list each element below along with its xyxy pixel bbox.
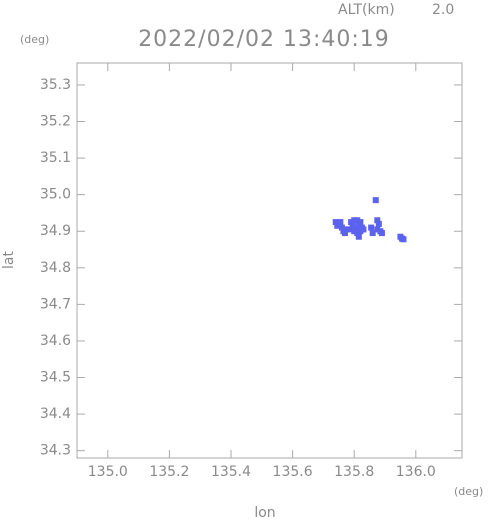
echo-point bbox=[360, 226, 367, 233]
echo-point bbox=[400, 236, 407, 243]
plot-frame bbox=[76, 62, 463, 459]
y-tick-label: 34.6 bbox=[40, 333, 71, 349]
echo-point bbox=[354, 230, 361, 237]
x-unit: (deg) bbox=[454, 485, 483, 498]
echo-point bbox=[341, 230, 348, 237]
y-unit: (deg) bbox=[20, 33, 49, 46]
y-tick-label: 34.4 bbox=[40, 406, 71, 422]
echo-point bbox=[337, 219, 344, 226]
x-tick-label: 136.0 bbox=[396, 464, 436, 480]
echo-point bbox=[354, 217, 361, 224]
echo-point bbox=[352, 224, 359, 231]
y-tick-label: 35.0 bbox=[40, 187, 71, 203]
echo-point bbox=[348, 219, 355, 226]
echo-point bbox=[374, 226, 381, 233]
y-axis-label: lat bbox=[1, 251, 17, 269]
echo-point bbox=[338, 224, 345, 231]
x-tick-label: 135.0 bbox=[88, 464, 128, 480]
echo-point bbox=[378, 230, 385, 237]
y-tick-label: 35.1 bbox=[40, 150, 71, 166]
x-tick-label: 135.4 bbox=[211, 464, 251, 480]
alt-value: 2.0 bbox=[432, 2, 454, 18]
y-tick-label: 34.7 bbox=[40, 296, 71, 312]
echo-point bbox=[369, 230, 376, 237]
echo-point bbox=[351, 228, 358, 235]
echo-point bbox=[355, 222, 362, 229]
x-tick-label: 135.8 bbox=[334, 464, 374, 480]
echo-point bbox=[357, 228, 364, 235]
echo-point bbox=[334, 222, 341, 229]
y-tick-label: 35.2 bbox=[40, 114, 71, 130]
echo-point bbox=[357, 219, 364, 226]
x-tick-label: 135.2 bbox=[149, 464, 189, 480]
chart-title: 2022/02/02 13:40:19 bbox=[138, 27, 390, 52]
x-tick-label: 135.6 bbox=[273, 464, 313, 480]
y-tick-label: 34.9 bbox=[40, 223, 71, 239]
y-tick-label: 34.5 bbox=[40, 370, 71, 386]
echo-point bbox=[375, 220, 382, 227]
echo-point bbox=[368, 224, 375, 231]
y-tick-label: 35.3 bbox=[40, 77, 71, 93]
x-axis-label: lon bbox=[254, 505, 275, 521]
echo-point bbox=[372, 197, 379, 204]
y-tick-label: 34.3 bbox=[40, 443, 71, 459]
echo-point bbox=[351, 217, 358, 224]
echo-point bbox=[374, 217, 381, 224]
y-tick-label: 34.8 bbox=[40, 260, 71, 276]
echo-point bbox=[343, 226, 350, 233]
echo-point bbox=[332, 219, 339, 226]
echo-point bbox=[346, 226, 353, 233]
alt-label: ALT(km) bbox=[338, 2, 395, 18]
echo-point bbox=[349, 222, 356, 229]
echo-point bbox=[355, 233, 362, 240]
